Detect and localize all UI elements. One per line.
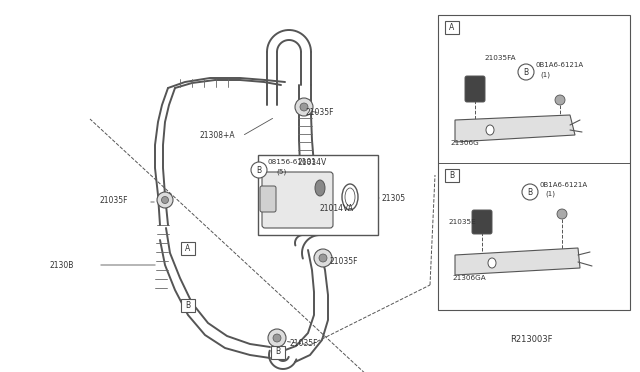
FancyBboxPatch shape bbox=[262, 172, 333, 228]
Bar bbox=[445, 20, 459, 33]
Bar bbox=[438, 15, 630, 310]
FancyBboxPatch shape bbox=[465, 76, 485, 102]
Ellipse shape bbox=[342, 184, 358, 210]
Circle shape bbox=[319, 254, 327, 262]
Bar bbox=[445, 169, 459, 182]
Bar bbox=[271, 346, 285, 359]
Text: 0B1A6-6121A: 0B1A6-6121A bbox=[536, 62, 584, 68]
FancyBboxPatch shape bbox=[260, 186, 276, 212]
Circle shape bbox=[157, 192, 173, 208]
Circle shape bbox=[161, 196, 168, 203]
Text: A: A bbox=[449, 22, 454, 32]
Text: 21305: 21305 bbox=[382, 193, 406, 202]
Circle shape bbox=[300, 103, 308, 111]
Text: (5): (5) bbox=[276, 169, 286, 175]
Text: R213003F: R213003F bbox=[510, 336, 552, 344]
Circle shape bbox=[518, 64, 534, 80]
Text: 21014V: 21014V bbox=[298, 157, 327, 167]
Text: 21035F: 21035F bbox=[306, 108, 335, 116]
Ellipse shape bbox=[488, 258, 496, 268]
Bar bbox=[181, 241, 195, 254]
Polygon shape bbox=[455, 115, 575, 142]
FancyBboxPatch shape bbox=[472, 210, 492, 234]
Ellipse shape bbox=[315, 180, 325, 196]
Text: 21035F: 21035F bbox=[100, 196, 129, 205]
Circle shape bbox=[273, 334, 281, 342]
Text: 21308+A: 21308+A bbox=[200, 131, 236, 140]
Text: A: A bbox=[186, 244, 191, 253]
Text: 21306GA: 21306GA bbox=[452, 275, 486, 281]
Bar bbox=[258, 155, 378, 235]
Text: B: B bbox=[449, 170, 454, 180]
Text: 2130B: 2130B bbox=[50, 260, 74, 269]
Ellipse shape bbox=[345, 188, 355, 206]
Circle shape bbox=[268, 329, 286, 347]
Circle shape bbox=[251, 162, 267, 178]
Text: B: B bbox=[275, 347, 280, 356]
Circle shape bbox=[522, 184, 538, 200]
Text: 21035E: 21035E bbox=[448, 219, 476, 225]
Ellipse shape bbox=[486, 125, 494, 135]
Text: 0B1A6-6121A: 0B1A6-6121A bbox=[540, 182, 588, 188]
Text: 21014VA: 21014VA bbox=[320, 203, 354, 212]
Circle shape bbox=[557, 209, 567, 219]
Circle shape bbox=[314, 249, 332, 267]
Bar bbox=[181, 298, 195, 311]
Text: 21035F: 21035F bbox=[290, 339, 319, 347]
Text: B: B bbox=[524, 67, 529, 77]
Circle shape bbox=[295, 98, 313, 116]
Text: B: B bbox=[257, 166, 262, 174]
Text: 21306G: 21306G bbox=[450, 140, 479, 146]
Text: B: B bbox=[186, 301, 191, 310]
Text: 08156-61633: 08156-61633 bbox=[268, 159, 317, 165]
Text: B: B bbox=[527, 187, 532, 196]
Text: (1): (1) bbox=[540, 72, 550, 78]
Polygon shape bbox=[455, 248, 580, 275]
Text: (1): (1) bbox=[545, 191, 555, 197]
Text: 21035F: 21035F bbox=[330, 257, 358, 266]
Circle shape bbox=[555, 95, 565, 105]
Text: 21035FA: 21035FA bbox=[484, 55, 516, 61]
